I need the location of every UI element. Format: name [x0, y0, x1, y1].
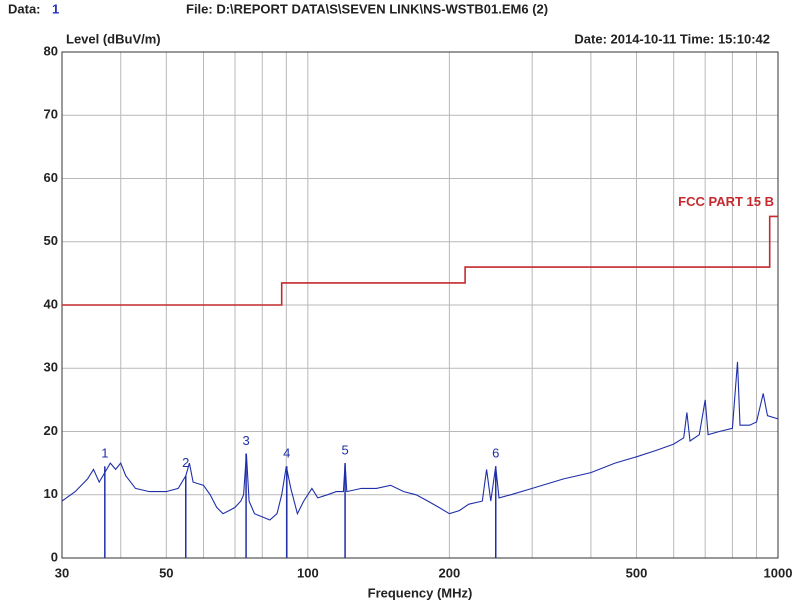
limit-label: FCC PART 15 B — [678, 194, 774, 209]
y-tick-label: 60 — [44, 170, 58, 185]
marker-label: 1 — [101, 446, 108, 461]
date-time: Date: 2014-10-11 Time: 15:10:42 — [574, 31, 770, 46]
file-name: File: D:\REPORT DATA\S\SEVEN LINK\NS-WST… — [186, 1, 548, 16]
marker-label: 3 — [242, 433, 249, 448]
marker-label: 4 — [283, 446, 290, 461]
x-tick-label: 100 — [297, 565, 319, 580]
y-tick-label: 50 — [44, 233, 58, 248]
x-axis-label: Frequency (MHz) — [368, 585, 473, 600]
series-line — [61, 361, 779, 521]
y-tick-label: 0 — [51, 549, 58, 564]
data-label: Data: — [8, 1, 41, 16]
data-number: 1 — [52, 1, 59, 16]
series-line — [62, 215, 778, 306]
y-tick-label: 10 — [44, 486, 58, 501]
x-tick-label: 30 — [55, 565, 69, 580]
x-tick-label: 50 — [159, 565, 173, 580]
marker-label: 2 — [182, 455, 189, 470]
x-tick-label: 1000 — [764, 565, 793, 580]
x-tick-label: 200 — [439, 565, 461, 580]
y-tick-label: 40 — [44, 296, 58, 311]
y-tick-label: 70 — [44, 107, 58, 122]
y-tick-label: 30 — [44, 360, 58, 375]
marker-label: 5 — [341, 443, 348, 458]
y-tick-label: 20 — [44, 423, 58, 438]
x-tick-label: 500 — [626, 565, 648, 580]
y-axis-label: Level (dBuV/m) — [66, 31, 161, 46]
marker-label: 6 — [492, 446, 499, 461]
y-tick-label: 80 — [44, 43, 58, 58]
